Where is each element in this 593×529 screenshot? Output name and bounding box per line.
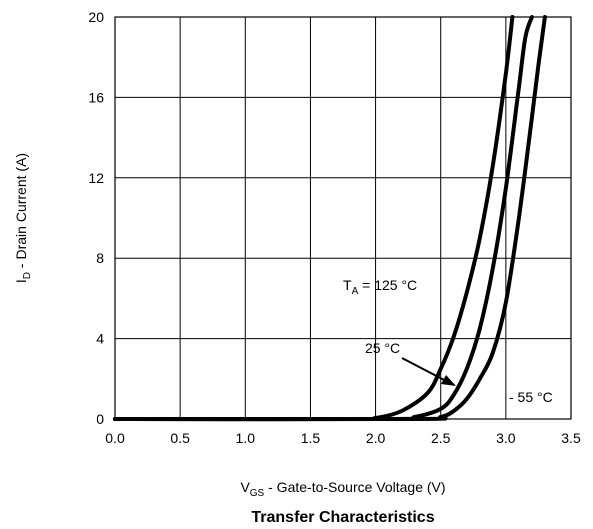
x-tick-label: 1.0 — [236, 430, 256, 446]
x-tick-label: 2.0 — [366, 430, 386, 446]
annotation-25c: 25 °C — [365, 340, 400, 356]
tick-labels: 0.0 0.5 1.0 1.5 2.0 2.5 3.0 3.5 0 4 8 12 16 20 — [88, 9, 581, 446]
annotation-25c-arrowhead — [441, 375, 456, 386]
series-line-25c — [113, 15, 534, 422]
annotation-25c-arrow-line — [401, 357, 449, 383]
chart-title: Transfer Characteristics — [251, 509, 434, 526]
y-tick-label: 20 — [88, 9, 104, 25]
x-tick-label: 1.5 — [301, 430, 321, 446]
annotation-minus55c: - 55 °C — [509, 389, 553, 405]
x-tick-label: 2.5 — [431, 430, 451, 446]
y-tick-label: 16 — [88, 89, 104, 105]
y-tick-label: 12 — [88, 170, 104, 186]
annotation-125c: TA = 125 °C — [343, 277, 417, 297]
y-axis-label: ID - Drain Current (A) — [13, 153, 33, 283]
plot-area-frame — [114, 16, 572, 420]
series-line-minus55c — [113, 15, 547, 422]
y-tick-label: 0 — [96, 411, 104, 427]
curves — [113, 15, 547, 422]
y-tick-label: 4 — [96, 331, 104, 347]
y-tick-label: 8 — [96, 250, 104, 266]
x-tick-label: 0.0 — [105, 430, 125, 446]
series-line-125c — [113, 15, 515, 422]
x-tick-label: 3.5 — [561, 430, 581, 446]
x-axis-label: VGS - Gate-to-Source Voltage (V) — [240, 479, 445, 499]
x-tick-label: 3.0 — [496, 430, 516, 446]
x-tick-label: 0.5 — [170, 430, 190, 446]
